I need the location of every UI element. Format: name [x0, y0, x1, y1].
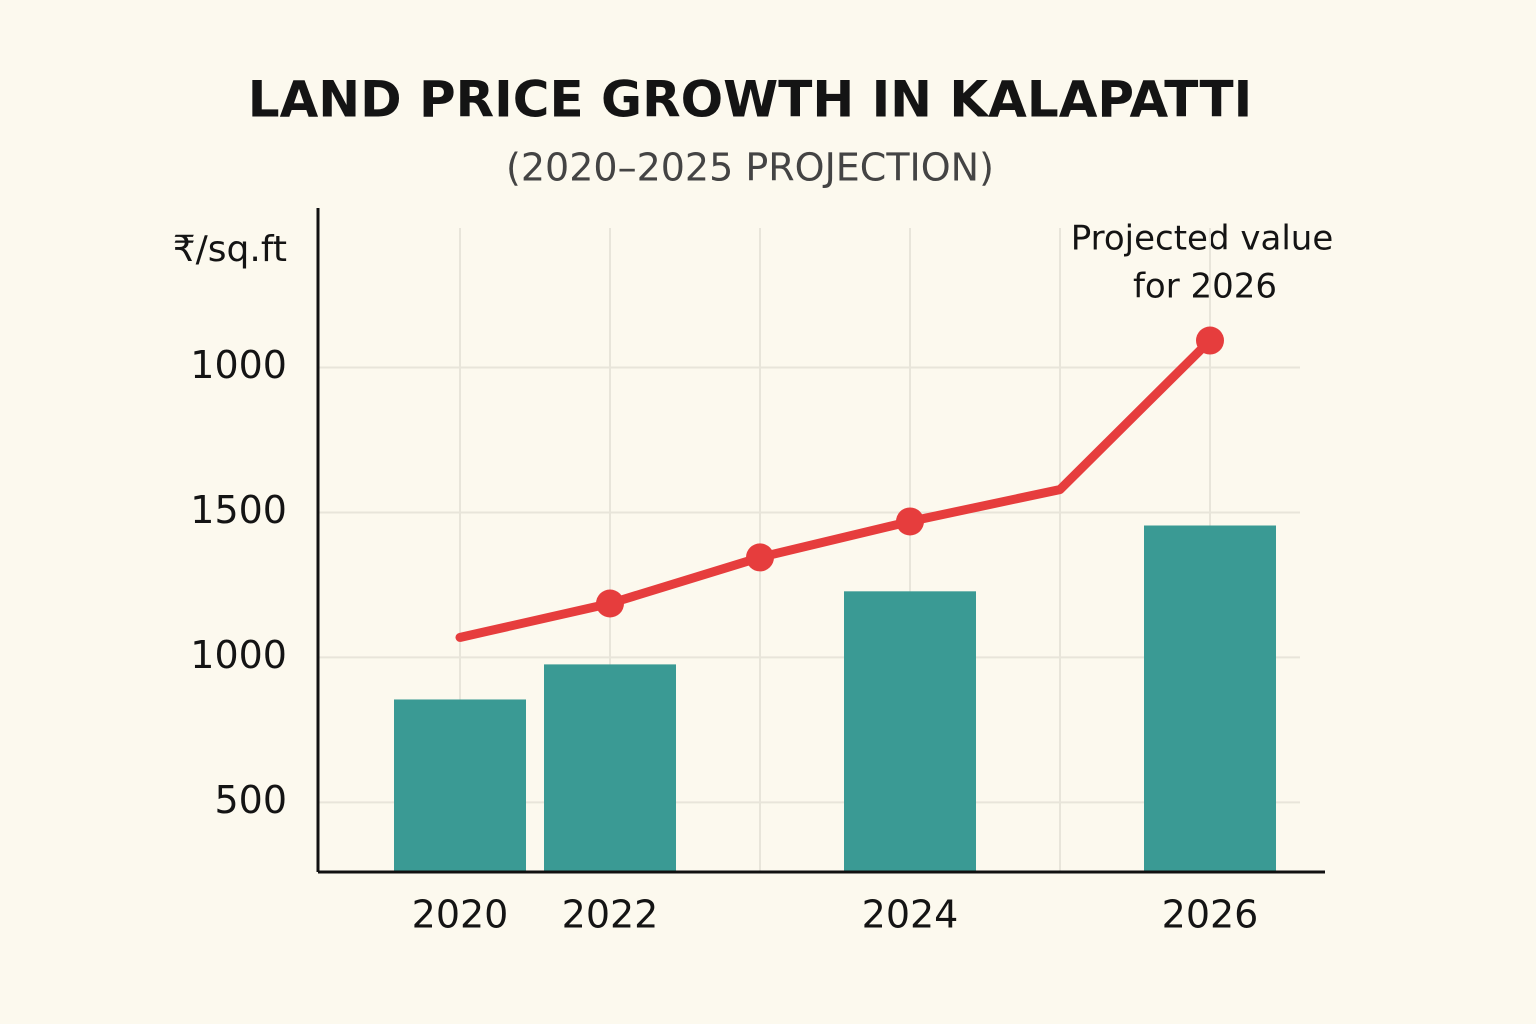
x-tick-label: 2020: [412, 893, 509, 937]
bar: [844, 591, 976, 872]
line-marker: [596, 589, 624, 618]
x-tick-label: 2022: [562, 893, 659, 937]
y-tick-label: 1000: [190, 343, 287, 387]
annotation: Projected value: [1071, 219, 1334, 259]
chart-subtitle: (2020–2025 PROJECTION): [506, 146, 994, 190]
y-axis-label: ₹/sq.ft: [173, 229, 287, 270]
y-tick-label: 1500: [190, 488, 287, 532]
x-tick-label: 2024: [862, 893, 959, 937]
line-marker: [1196, 326, 1224, 355]
bar: [544, 664, 676, 872]
line: [455, 336, 1215, 642]
chart-title: LAND PRICE GROWTH IN KALAPATTI: [248, 71, 1253, 129]
x-tick-label: 2026: [1162, 893, 1259, 937]
bar: [1144, 525, 1276, 872]
line-marker: [896, 507, 924, 536]
y-tick-label: 500: [214, 778, 287, 822]
y-tick-label: 1000: [190, 633, 287, 677]
line-marker: [746, 543, 774, 572]
bar: [394, 699, 526, 872]
annotation: for 2026: [1133, 267, 1277, 307]
